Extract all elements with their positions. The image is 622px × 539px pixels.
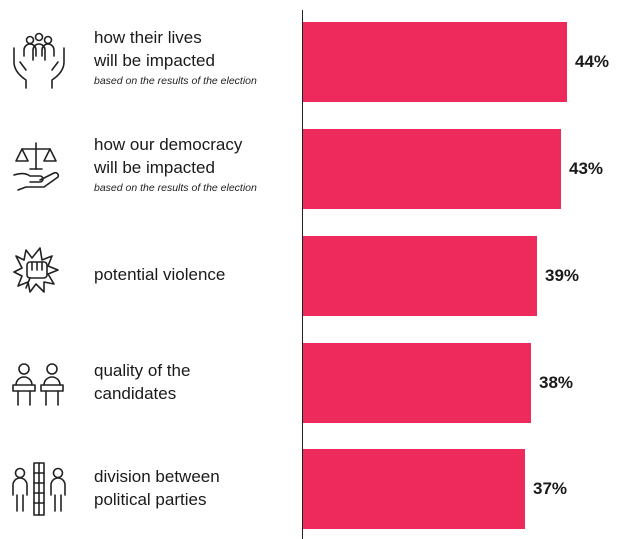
value-label: 38% <box>539 373 574 392</box>
category-label: quality of the candidates <box>94 359 304 405</box>
category-title: how their lives will be impacted <box>94 28 215 70</box>
category-row: how our democracy will be impacted based… <box>0 129 300 209</box>
category-subtitle: based on the results of the election <box>94 182 257 194</box>
category-row: how their lives will be impacted based o… <box>0 22 300 102</box>
value-label: 44% <box>575 52 610 71</box>
category-label: how their lives will be impacted based o… <box>94 26 304 90</box>
value-label: 39% <box>545 266 580 285</box>
community-hands-icon <box>13 32 65 89</box>
category-label: how our democracy will be impacted based… <box>94 133 304 197</box>
category-row: division between political parties <box>0 449 300 529</box>
bar <box>303 236 537 316</box>
category-subtitle: based on the results of the election <box>94 75 257 87</box>
podium-candidates-icon <box>12 363 64 406</box>
category-label: division between political parties <box>94 465 304 511</box>
category-axis-line <box>302 10 303 539</box>
category-row: potential violence <box>0 236 300 316</box>
category-label: potential violence <box>94 263 304 286</box>
bar <box>303 22 567 102</box>
bar <box>303 343 531 423</box>
divided-people-icon <box>12 462 66 516</box>
fist-impact-icon <box>13 247 59 293</box>
value-label: 43% <box>569 159 604 178</box>
category-row: quality of the candidates <box>0 343 300 423</box>
bar <box>303 449 525 529</box>
category-title: division between political parties <box>94 467 220 509</box>
category-title: how our democracy will be impacted <box>94 135 243 177</box>
bar <box>303 129 561 209</box>
category-title: potential violence <box>94 265 226 284</box>
category-title: quality of the candidates <box>94 361 191 403</box>
value-label: 37% <box>533 479 568 498</box>
scales-hand-icon <box>13 142 60 191</box>
